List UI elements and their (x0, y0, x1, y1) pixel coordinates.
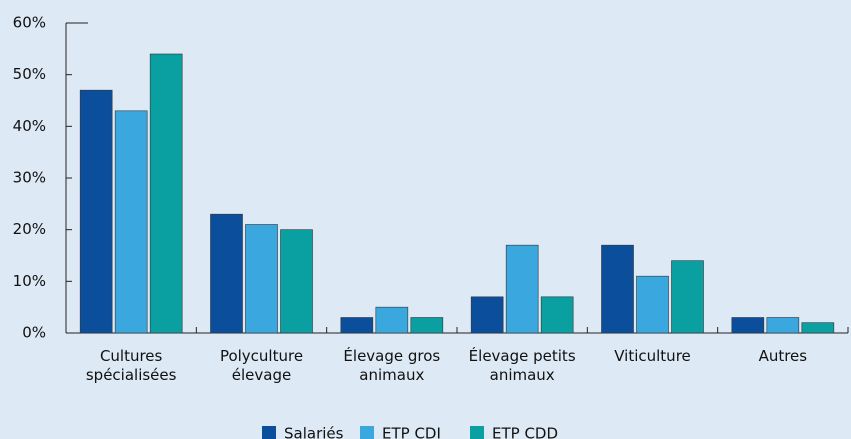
y-tick-label: 20% (13, 220, 46, 238)
bar (410, 317, 444, 334)
y-tick-label: 60% (13, 14, 46, 32)
legend-label: ETP CDD (492, 425, 558, 439)
y-tick-label: 0% (22, 324, 46, 342)
bar (375, 306, 409, 334)
bar (79, 89, 113, 334)
bar (149, 53, 183, 334)
bar (340, 317, 374, 334)
bar (766, 317, 800, 334)
bar (114, 110, 148, 334)
legend-label: ETP CDI (382, 425, 441, 439)
bar (801, 322, 835, 334)
legend-label: Salariés (284, 425, 344, 439)
bar (636, 275, 669, 334)
bar (470, 296, 504, 334)
y-tick-label: 10% (13, 272, 46, 290)
bar (280, 229, 313, 334)
bar (505, 244, 539, 334)
legend-swatch (470, 426, 484, 439)
x-tick-label: Cultures spécialisées (85, 347, 177, 384)
x-tick-label: Élevage gros animaux (343, 347, 441, 384)
bar (731, 317, 765, 334)
x-tick-label: Élevage petits animaux (468, 347, 576, 384)
bar (210, 213, 243, 334)
bar (671, 260, 704, 334)
bar (601, 244, 634, 334)
bar (245, 224, 278, 334)
y-tick-label: 30% (13, 169, 46, 187)
x-tick-label: Polyculture élevage (219, 347, 304, 384)
legend-swatch (262, 426, 276, 439)
y-tick-label: 40% (13, 117, 46, 135)
legend-swatch (360, 426, 374, 439)
x-tick-label: Autres (758, 347, 808, 365)
x-tick-label: Viticulture (614, 347, 691, 365)
bar (540, 296, 574, 334)
y-tick-label: 50% (13, 65, 46, 83)
